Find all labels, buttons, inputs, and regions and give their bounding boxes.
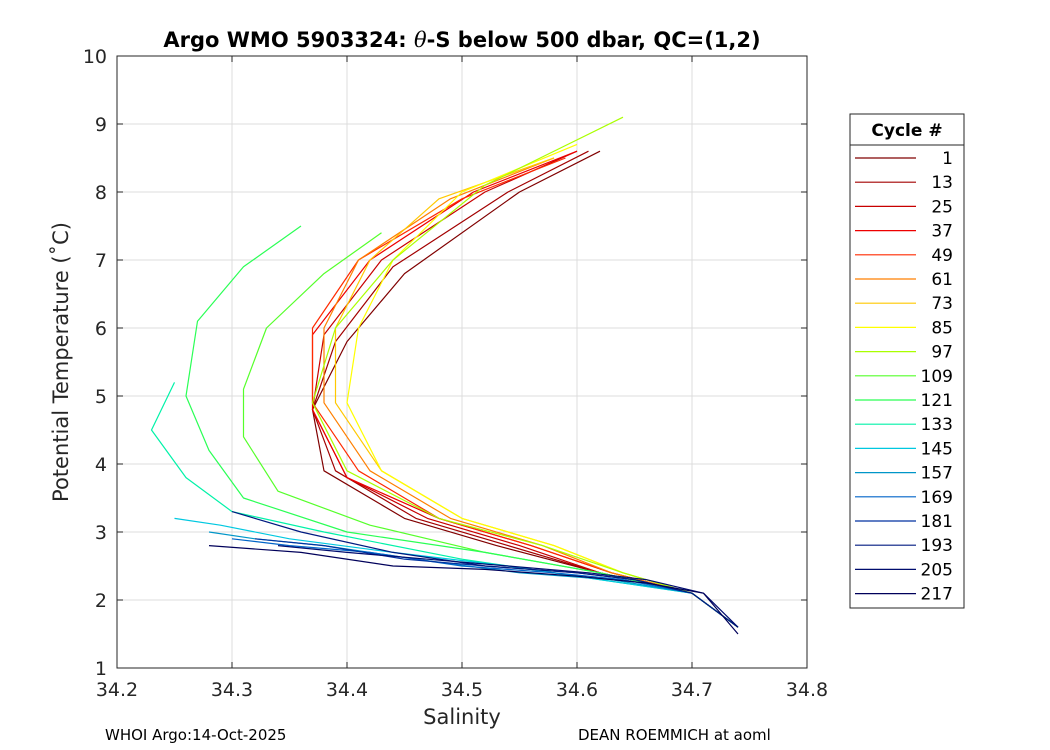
legend-label: 109 (921, 367, 953, 387)
legend-label: 133 (921, 415, 953, 435)
legend-label: 61 (931, 270, 953, 290)
legend-label: 1 (942, 149, 953, 169)
x-tick-label: 34.8 (786, 679, 828, 701)
legend-label: 13 (931, 173, 953, 193)
y-tick-label: 1 (95, 658, 107, 680)
tick-marks (116, 55, 808, 669)
series-line-cycle-61 (323, 157, 739, 628)
legend-label: 49 (931, 246, 953, 266)
chart-title: Argo WMO 5903324: θ-S below 500 dbar, QC… (163, 28, 760, 52)
legend-label: 97 (931, 343, 953, 363)
x-tick-label: 34.4 (326, 679, 368, 701)
legend-label: 157 (921, 464, 953, 484)
x-tick-label: 34.3 (211, 679, 253, 701)
legend: Cycle # 1 13 25 37 49 61 73 85 97 109 121 133 145 157… (849, 113, 965, 609)
footer-left: WHOI Argo:14-Oct-2025 (105, 726, 286, 744)
tick-labels: 34.2 34.3 34.4 34.5 34.6 34.7 34.8 1 2 3 4 5 6 7 8 9 10 (83, 46, 828, 701)
legend-label: 37 (931, 222, 953, 242)
legend-label: 25 (931, 197, 953, 217)
legend-label: 121 (921, 391, 953, 411)
y-tick-label: 5 (95, 386, 107, 408)
legend-title: Cycle # (871, 121, 942, 141)
y-tick-label: 8 (95, 182, 107, 204)
x-tick-label: 34.2 (96, 679, 138, 701)
legend-label: 85 (931, 318, 953, 338)
x-axis-label: Salinity (423, 705, 501, 729)
title-prefix: Argo WMO 5903324: (163, 28, 414, 52)
legend-label: 217 (921, 585, 953, 605)
series-line-cycle-217 (208, 545, 739, 635)
legend-box (849, 113, 965, 609)
x-tick-label: 34.7 (671, 679, 713, 701)
x-tick-label: 34.6 (556, 679, 598, 701)
y-tick-label: 10 (83, 46, 107, 68)
series-layer (150, 116, 739, 635)
series-line-cycle-193 (231, 511, 739, 628)
y-tick-label: 6 (95, 318, 107, 340)
legend-label: 193 (921, 536, 953, 556)
footer-right: DEAN ROEMMICH at aoml (578, 726, 771, 744)
legend-label: 145 (921, 439, 953, 459)
y-axis-label: Potential Temperature (˚C) (49, 222, 73, 502)
title-suffix: -S below 500 dbar, QC=(1,2) (427, 28, 761, 52)
y-tick-label: 7 (95, 250, 107, 272)
legend-label: 169 (921, 488, 953, 508)
legend-items: 1 13 25 37 49 61 73 85 97 109 121 133 145 157 169 181 19… (855, 149, 953, 605)
y-tick-label: 3 (95, 522, 107, 544)
y-tick-label: 2 (95, 590, 107, 612)
title-theta: θ (414, 28, 427, 52)
y-tick-label: 9 (95, 114, 107, 136)
legend-label: 205 (921, 560, 953, 580)
x-tick-label: 34.5 (441, 679, 483, 701)
legend-label: 181 (921, 512, 953, 532)
y-tick-label: 4 (95, 454, 107, 476)
legend-label: 73 (931, 294, 953, 314)
